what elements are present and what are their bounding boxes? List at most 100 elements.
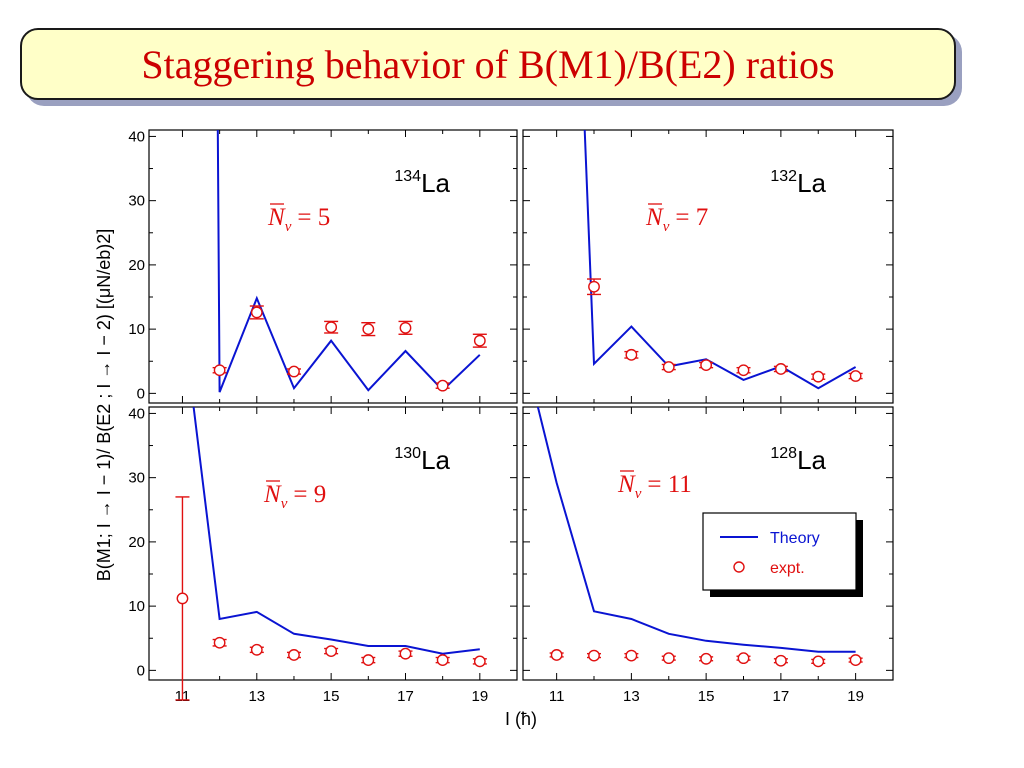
slide-title: Staggering behavior of B(M1)/B(E2) ratio… <box>141 41 835 87</box>
expt-point <box>661 361 676 373</box>
x-tick-label: 17 <box>773 688 790 705</box>
expt-point <box>699 652 714 665</box>
expt-point <box>587 649 602 662</box>
y-tick-label: 40 <box>128 405 145 422</box>
expt-point <box>624 649 639 662</box>
expt-marker <box>625 348 638 361</box>
expt-marker <box>362 654 375 666</box>
expt-point <box>587 278 602 296</box>
plot-frame <box>148 129 518 404</box>
expt-point <box>736 364 751 377</box>
expt-marker <box>436 379 449 392</box>
expt-marker <box>662 652 675 665</box>
expt-marker <box>588 649 600 662</box>
expt-marker <box>250 306 263 319</box>
theory-line <box>216 130 481 393</box>
x-tick-label: 15 <box>323 688 340 705</box>
y-tick-label: 30 <box>128 470 145 487</box>
expt-point <box>549 649 564 661</box>
legend-expt-swatch <box>733 561 745 573</box>
expt-marker <box>325 645 338 657</box>
legend-expt-label: expt. <box>770 560 805 577</box>
expt-marker <box>849 654 862 666</box>
plot-frame <box>148 406 518 681</box>
legend: Theory expt. <box>702 512 863 597</box>
panel-top-left: 0 10 20 30 40 134La Nν = 5 <box>128 128 518 404</box>
expt-marker <box>473 655 486 668</box>
expt-marker <box>473 334 486 347</box>
n-nu-label: Nν = 5 <box>267 204 330 235</box>
expt-marker <box>737 364 750 377</box>
theory-line <box>192 407 480 655</box>
panel-top-right: 132La Nν = 7 <box>522 129 894 404</box>
x-tick-label: 17 <box>397 688 414 705</box>
y-tick-label: 10 <box>128 321 145 338</box>
x-axis-label: I (ħ) <box>505 709 537 729</box>
n-nu-label: Nν = 9 <box>263 481 326 512</box>
x-tick-label: 19 <box>847 688 864 705</box>
expt-point <box>661 652 676 665</box>
nucleus-label: 130La <box>394 445 450 475</box>
expt-point <box>361 654 376 666</box>
legend-theory-label: Theory <box>770 530 820 547</box>
y-tick-label: 30 <box>128 193 145 210</box>
n-nu-label: Nν = 11 <box>617 471 692 502</box>
x-tick-label: 13 <box>248 688 265 705</box>
slide-title-box: Staggering behavior of B(M1)/B(E2) ratio… <box>20 28 956 100</box>
expt-point <box>249 643 264 656</box>
expt-marker <box>213 364 226 377</box>
x-tick-label: 13 <box>623 688 640 705</box>
y-tick-label: 20 <box>128 257 145 274</box>
expt-point <box>175 496 190 701</box>
expt-point <box>699 359 714 372</box>
expt-marker <box>812 370 825 383</box>
expt-point <box>286 365 301 378</box>
theory-line <box>536 407 856 653</box>
x-tick-label: 11 <box>549 688 565 705</box>
expt-marker <box>399 647 412 660</box>
expt-point <box>212 364 227 377</box>
nucleus-label: 134La <box>394 168 450 198</box>
expt-marker <box>737 652 750 665</box>
expt-point <box>773 654 788 667</box>
expt-marker <box>700 652 713 665</box>
expt-point <box>773 363 788 375</box>
expt-marker <box>250 643 263 656</box>
expt-point <box>361 322 376 337</box>
n-nu-label: Nν = 7 <box>645 204 708 235</box>
expt-point <box>848 654 863 666</box>
expt-marker <box>288 649 300 661</box>
expt-marker <box>849 370 862 382</box>
y-tick-label: 40 <box>128 128 145 145</box>
expt-point <box>848 370 863 382</box>
legend-box <box>702 512 857 591</box>
expt-point <box>472 333 487 348</box>
y-tick-label: 20 <box>128 534 145 551</box>
plot-frame <box>522 406 894 681</box>
expt-marker <box>362 323 375 336</box>
expt-point <box>811 655 826 668</box>
expt-marker <box>325 321 338 334</box>
expt-marker <box>176 592 189 605</box>
expt-marker <box>625 649 638 662</box>
expt-marker <box>436 654 449 666</box>
plot-frame <box>522 129 894 404</box>
y-axis-label: B(M1; I → I − 1)/ B(E2 ; I → I − 2) [(μN… <box>94 229 114 581</box>
nucleus-label: 128La <box>770 445 826 475</box>
x-tick-label: 15 <box>698 688 715 705</box>
nucleus-label: 132La <box>770 168 826 198</box>
expt-point <box>212 636 227 649</box>
expt-marker <box>550 649 563 661</box>
expt-marker <box>288 365 300 378</box>
panel-bottom-right: 11 13 15 17 19 128La Nν = 11 <box>522 406 894 705</box>
expt-point <box>286 649 301 661</box>
expt-marker <box>774 654 787 667</box>
expt-marker <box>812 655 825 668</box>
expt-point <box>811 370 826 383</box>
expt-marker <box>213 636 226 649</box>
expt-marker <box>700 359 713 372</box>
expt-point <box>249 305 264 320</box>
expt-point <box>398 320 413 335</box>
x-tick-label: 19 <box>471 688 488 705</box>
